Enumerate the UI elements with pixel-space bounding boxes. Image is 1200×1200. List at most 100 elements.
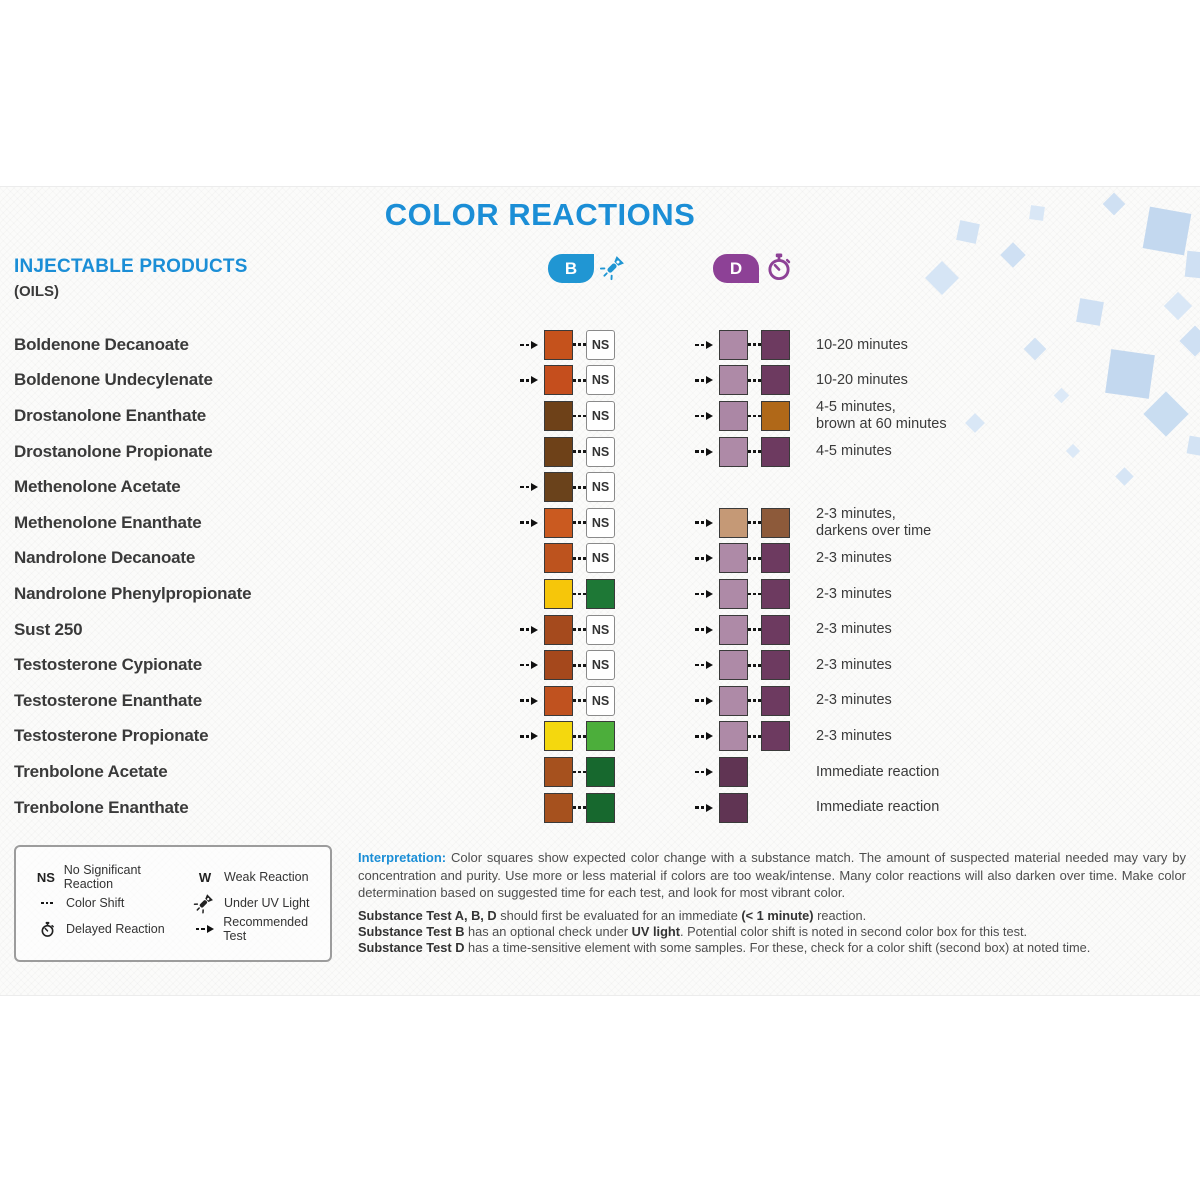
reaction-time-note: 2-3 minutes (816, 728, 892, 745)
recommended-arrow-icon (695, 589, 713, 598)
color-shift-dots-icon (573, 378, 586, 382)
recommended-arrow-icon (695, 340, 713, 349)
test-d-cell (695, 365, 810, 396)
color-swatch-shift (761, 400, 790, 431)
test-d-cell (695, 507, 810, 538)
color-swatch-initial (719, 792, 748, 823)
color-swatch-initial (544, 685, 573, 716)
test-b-badge: B (548, 254, 594, 283)
recommended-arrow-icon (520, 518, 538, 527)
color-swatch-initial (719, 329, 748, 360)
ns-result-box: NS (586, 507, 615, 538)
recommended-arrow-icon (695, 411, 713, 420)
color-swatch-initial (544, 792, 573, 823)
ns-result-box: NS (586, 472, 615, 503)
color-swatch-initial (544, 578, 573, 609)
test-b-cell: NS (520, 543, 650, 574)
test-b-cell (520, 792, 650, 823)
legend-label: Recommended Test (223, 915, 309, 943)
substance-name: Methenolone Enanthate (14, 512, 202, 532)
test-d-cell (695, 721, 810, 752)
color-swatch-initial (719, 436, 748, 467)
recommended-arrow-icon (520, 732, 538, 741)
substance-name: Nandrolone Phenylpropionate (14, 583, 252, 603)
substance-name: Testosterone Enanthate (14, 690, 202, 710)
ns-result-box: NS (586, 436, 615, 467)
color-swatch-initial (719, 578, 748, 609)
color-shift-dots-icon (748, 450, 761, 453)
color-swatch-shift (761, 721, 790, 752)
color-shift-dots-icon (573, 592, 586, 596)
color-shift-dots-icon (748, 734, 761, 738)
legend-label: No Significant Reaction (63, 863, 141, 891)
section-heading: INJECTABLE PRODUCTS (14, 256, 248, 277)
color-reactions-table: Boldenone Decanoate NS 10-20 minutes Bol… (14, 327, 1190, 825)
reaction-time-note: 2-3 minutes, darkens over time (816, 506, 932, 539)
test-b-cell: NS (520, 614, 650, 645)
substance-name: Boldenone Decanoate (14, 334, 189, 354)
table-row: Sust 250 NS 2-3 minutes (14, 612, 1190, 648)
table-row: Boldenone Decanoate NS 10-20 minutes (14, 327, 1190, 363)
color-shift-dots-icon (573, 734, 586, 738)
recommended-arrow-icon (520, 340, 538, 349)
reaction-time-note: Immediate reaction (816, 799, 940, 816)
ns-result-box: NS (586, 614, 615, 645)
test-d-cell (695, 436, 810, 467)
test-b-cell: NS (520, 650, 650, 681)
recommended-arrow-icon (520, 376, 538, 385)
color-shift-dots-icon (573, 414, 586, 418)
color-swatch-initial (719, 507, 748, 538)
substance-test-notes: Substance Test A, B, D should first be e… (358, 908, 1188, 956)
test-b-cell (520, 721, 650, 752)
recommended-arrow-icon (520, 661, 538, 670)
reaction-time-note: 4-5 minutes, brown at 60 minutes (816, 399, 947, 432)
test-d-cell (695, 792, 810, 823)
color-swatch-initial (544, 436, 573, 467)
recommended-arrow-icon (695, 661, 713, 670)
color-swatch-shift (761, 436, 790, 467)
color-swatch-initial (719, 650, 748, 681)
color-swatch-shift (586, 792, 615, 823)
color-swatch-shift (586, 578, 615, 609)
legend-item: Under UV Light (186, 890, 332, 916)
color-shift-dots-icon (573, 450, 586, 453)
reaction-time-note: Immediate reaction (816, 763, 940, 780)
legend-item: NS No Significant Reaction (28, 863, 186, 891)
color-swatch-initial (544, 614, 573, 645)
table-row: Methenolone Acetate NS (14, 469, 1190, 505)
color-swatch-initial (544, 756, 573, 787)
color-swatch-shift (761, 507, 790, 538)
reaction-time-note: 10-20 minutes (816, 372, 908, 389)
substance-name: Trenbolone Enanthate (14, 797, 189, 817)
test-b-cell (520, 578, 650, 609)
ns-text: NS (36, 869, 55, 885)
reaction-time-note: 2-3 minutes (816, 585, 892, 602)
table-row: Testosterone Enanthate NS 2-3 minutes (14, 683, 1190, 719)
table-row: Nandrolone Decanoate NS 2-3 minutes (14, 541, 1190, 577)
color-swatch-initial (719, 614, 748, 645)
color-shift-dots-icon (748, 378, 761, 382)
color-swatch-initial (544, 400, 573, 431)
test-d-cell (695, 578, 810, 609)
test-b-cell: NS (520, 685, 650, 716)
interpretation-paragraph: Interpretation: Color squares show expec… (358, 849, 1186, 902)
recommended-arrow-icon (695, 447, 713, 456)
test-b-cell: NS (520, 329, 650, 360)
color-swatch-initial (544, 650, 573, 681)
substance-name: Nandrolone Decanoate (14, 548, 196, 568)
color-swatch-shift (761, 685, 790, 716)
test-d-cell (695, 543, 810, 574)
legend-item: W Weak Reaction (186, 864, 332, 890)
color-shift-dots-icon (573, 628, 586, 631)
color-shift-dots-icon (748, 343, 761, 347)
reaction-time-note: 2-3 minutes (816, 656, 892, 673)
ns-result-box: NS (586, 400, 615, 431)
color-swatch-shift (761, 650, 790, 681)
color-shift-dots-icon (748, 699, 761, 703)
substance-name: Testosterone Propionate (14, 726, 209, 746)
substance-name: Methenolone Acetate (14, 477, 181, 497)
legend-item: Delayed Reaction (28, 916, 186, 942)
color-shift-dots-icon (748, 628, 761, 631)
color-swatch-initial (719, 756, 748, 787)
substance-name: Drostanolone Enanthate (14, 405, 207, 425)
